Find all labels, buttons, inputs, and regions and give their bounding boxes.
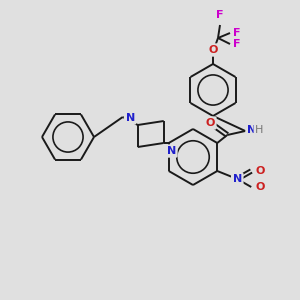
Text: F: F [216,10,224,20]
Text: O: O [255,166,265,176]
Text: F: F [233,39,241,49]
Text: F: F [233,28,241,38]
Text: N: N [247,125,256,135]
Text: O: O [206,118,215,128]
Text: N: N [232,174,242,184]
Text: H: H [255,125,264,135]
Text: N: N [125,113,135,123]
Text: O: O [208,45,218,55]
Text: N: N [167,146,176,156]
Text: O: O [255,182,265,192]
